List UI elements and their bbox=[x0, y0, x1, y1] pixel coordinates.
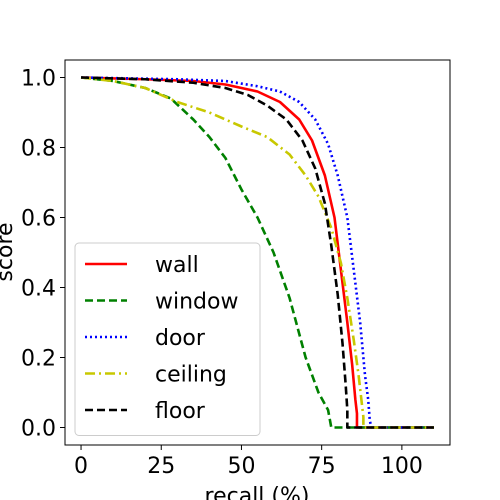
y-tick-label: 0.2 bbox=[21, 347, 56, 372]
y-tick-label: 0.4 bbox=[21, 277, 56, 302]
y-axis-ticks: 0.0 0.2 0.4 0.6 0.8 1.0 bbox=[21, 67, 65, 442]
legend-label-door: door bbox=[155, 326, 206, 351]
y-tick-label: 1.0 bbox=[21, 67, 56, 92]
legend: wall window door ceiling floor bbox=[75, 243, 260, 436]
x-tick-label: 0 bbox=[74, 454, 88, 479]
x-axis-ticks: 0 25 50 75 100 bbox=[74, 445, 423, 479]
y-tick-label: 0.6 bbox=[21, 207, 56, 232]
x-tick-label: 50 bbox=[227, 454, 255, 479]
legend-label-wall: wall bbox=[155, 253, 199, 278]
y-tick-label: 0.0 bbox=[21, 417, 56, 442]
y-tick-label: 0.8 bbox=[21, 137, 56, 162]
legend-label-floor: floor bbox=[155, 399, 206, 424]
x-tick-label: 75 bbox=[308, 454, 336, 479]
legend-label-window: window bbox=[155, 290, 238, 315]
x-tick-label: 25 bbox=[147, 454, 175, 479]
legend-label-ceiling: ceiling bbox=[155, 363, 227, 388]
x-axis-label: recall (%) bbox=[205, 484, 310, 500]
x-tick-label: 100 bbox=[381, 454, 423, 479]
y-axis-label: score bbox=[0, 222, 18, 281]
